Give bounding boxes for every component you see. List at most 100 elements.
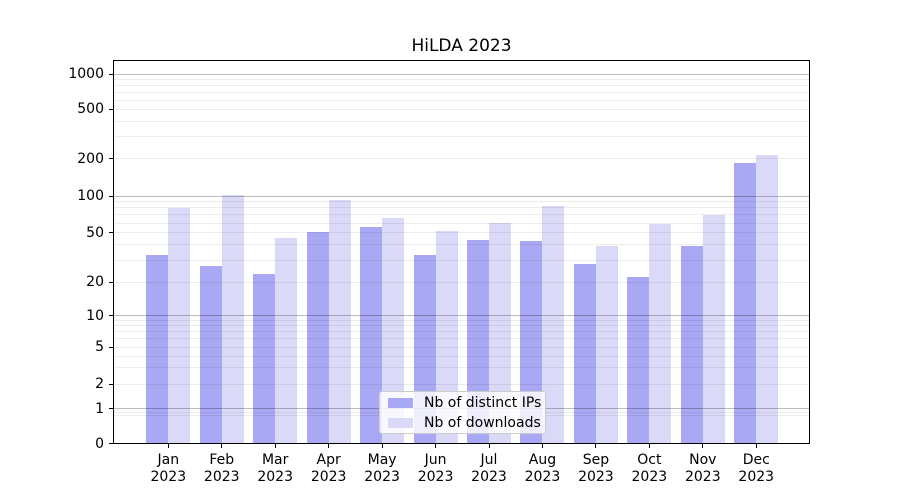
legend: Nb of distinct IPs Nb of downloads: [379, 391, 546, 434]
y-tick-mark: [109, 73, 113, 75]
x-tick-month: Oct: [637, 452, 662, 468]
y-tick-mark: [109, 346, 113, 348]
y-tick-label: 50: [86, 224, 104, 241]
x-tick-mark: [221, 444, 223, 448]
gridline-minor: [114, 91, 809, 93]
x-tick-month: Apr: [316, 452, 341, 468]
x-tick-month: Mar: [261, 452, 289, 468]
x-tick-year: 2023: [524, 469, 561, 485]
x-tick-label: May 2023: [352, 452, 412, 486]
gridline-minor: [114, 120, 809, 122]
gridline-minor: [114, 232, 809, 234]
bar-mar-downloads: [275, 238, 298, 444]
y-tick-label: 10: [86, 307, 104, 324]
gridline-major: [114, 195, 809, 197]
x-tick-month: Nov: [689, 452, 717, 468]
y-tick-label: 1: [95, 400, 104, 417]
gridline-minor: [114, 158, 809, 160]
y-tick-mark: [109, 315, 113, 317]
x-tick-month: Feb: [209, 452, 235, 468]
bar-may-distinct-ips: [360, 226, 383, 444]
legend-swatch-distinct-ips: [388, 397, 413, 408]
x-tick-mark: [702, 444, 704, 448]
x-tick-mark: [648, 444, 650, 448]
x-tick-mark: [435, 444, 437, 448]
bar-sep-downloads: [595, 246, 618, 444]
bar-jan-distinct-ips: [146, 255, 169, 444]
x-tick-mark: [328, 444, 330, 448]
gridline-minor: [114, 136, 809, 138]
x-tick-mark: [541, 444, 543, 448]
bar-jun-downloads: [435, 230, 458, 444]
x-tick-mark: [381, 444, 383, 448]
gridline-minor: [114, 319, 809, 321]
gridline-minor: [114, 84, 809, 86]
bar-mar-distinct-ips: [253, 274, 276, 444]
bar-oct-distinct-ips: [627, 276, 650, 444]
legend-label-distinct-ips: Nb of distinct IPs: [424, 394, 542, 411]
y-tick-mark: [109, 108, 113, 110]
x-tick-year: 2023: [150, 469, 187, 485]
gridline-minor: [114, 338, 809, 340]
y-tick-label: 500: [77, 101, 104, 118]
gridline-minor: [114, 78, 809, 80]
gridline-minor: [114, 201, 809, 203]
x-tick-label: Jan 2023: [138, 452, 198, 486]
x-tick-label: Dec 2023: [726, 452, 786, 486]
bar-jan-downloads: [168, 208, 191, 444]
gridline-minor: [114, 355, 809, 357]
x-tick-month: Jun: [424, 452, 447, 468]
legend-label-downloads: Nb of downloads: [424, 414, 541, 431]
bar-dec-downloads: [756, 154, 779, 444]
gridline-minor: [114, 259, 809, 261]
y-tick-mark: [109, 281, 113, 283]
y-tick-label: 100: [77, 188, 104, 204]
x-tick-label: Aug 2023: [512, 452, 572, 486]
x-tick-year: 2023: [471, 469, 507, 485]
bar-oct-downloads: [649, 223, 672, 444]
x-tick-year: 2023: [203, 469, 240, 485]
y-tick-label: 2: [95, 376, 104, 392]
bar-nov-distinct-ips: [680, 246, 703, 444]
x-tick-month: Dec: [742, 452, 770, 468]
x-tick-mark: [755, 444, 757, 448]
legend-item-distinct-ips: Nb of distinct IPs: [388, 396, 541, 410]
y-tick-label: 0: [95, 435, 104, 452]
x-tick-month: Aug: [528, 452, 557, 468]
gridline-minor: [114, 222, 809, 224]
x-tick-year: 2023: [684, 469, 721, 485]
y-tick-label: 5: [95, 339, 104, 355]
bar-may-downloads: [382, 218, 405, 444]
bar-sep-distinct-ips: [573, 263, 596, 444]
bar-apr-distinct-ips: [306, 231, 329, 444]
legend-item-downloads: Nb of downloads: [388, 416, 541, 430]
y-tick-mark: [109, 408, 113, 409]
x-tick-mark: [595, 444, 597, 448]
gridline-minor: [114, 214, 809, 216]
x-tick-year: 2023: [578, 469, 614, 485]
gridline-minor: [114, 281, 809, 283]
legend-swatch-downloads: [388, 417, 413, 428]
gridline-minor: [114, 108, 809, 110]
y-tick-mark: [109, 232, 113, 234]
x-tick-label: Mar 2023: [245, 452, 305, 486]
gridline-minor: [114, 207, 809, 209]
gridline-minor: [114, 99, 809, 101]
x-tick-label: Feb 2023: [192, 452, 252, 486]
x-tick-label: Apr 2023: [299, 452, 359, 486]
bar-aug-downloads: [542, 205, 565, 444]
x-tick-year: 2023: [738, 469, 775, 485]
gridline-minor: [114, 383, 809, 385]
gridline-minor: [114, 346, 809, 348]
y-tick-mark: [109, 195, 113, 197]
gridline-minor: [114, 367, 809, 369]
y-tick-mark: [109, 383, 113, 385]
y-tick-mark: [109, 158, 113, 160]
gridline-major: [114, 73, 809, 75]
y-tick-mark: [109, 443, 113, 444]
x-tick-month: Jan: [157, 452, 180, 468]
chart-title: HiLDA 2023: [411, 36, 512, 56]
bar-dec-distinct-ips: [734, 162, 757, 444]
gridline-minor: [114, 244, 809, 246]
